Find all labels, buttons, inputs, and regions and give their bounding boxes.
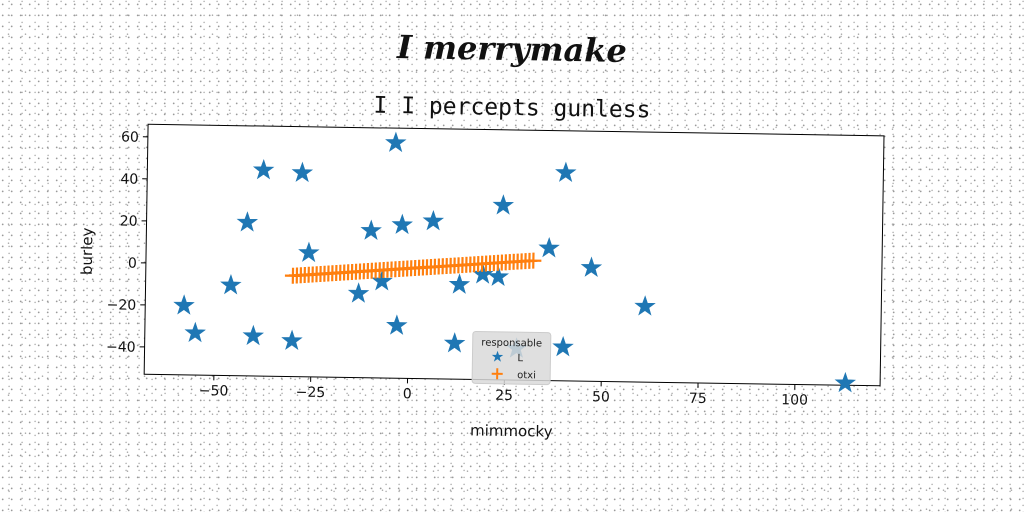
y-tick-label: −40 [106,339,136,355]
star-point [173,294,195,315]
x-tick-label: 100 [781,392,808,408]
x-tick-label: 0 [403,386,412,402]
star-point [347,282,370,303]
y-tick-label: −20 [107,297,137,313]
x-axis-label: mimmocky [470,421,553,440]
star-point [291,161,314,183]
x-tick-label: −25 [296,385,326,401]
star-point [220,273,242,295]
x-tick-label: 50 [592,389,610,405]
legend-plus-icon [491,368,503,380]
star-point [298,241,320,263]
star-point [184,321,206,343]
star-point [242,324,265,346]
star-point [538,236,560,258]
legend-title: responsable [481,338,542,350]
star-point [552,335,574,357]
x-tick-label: 25 [495,388,513,404]
legend-star-icon [491,350,504,362]
x-tick-label: 75 [689,391,707,407]
star-point [487,265,510,287]
y-tick-label: 40 [120,171,138,187]
star-point [236,211,259,232]
y-tick-label: 20 [120,213,138,229]
plot-group: −50 −25 0 25 50 75 100 −40 −20 0 20 40 60 mimmocky b… [78,123,885,441]
star-point [580,256,603,278]
star-point [391,213,413,235]
plus-point [525,252,542,269]
star-point [492,194,515,215]
star-point [385,131,407,153]
y-axis-label: burley [78,227,97,275]
legend-label: L [517,353,523,364]
star-point [360,219,382,240]
star-point [555,161,577,183]
x-tick-label: −50 [199,383,229,399]
legend-label: otxi [517,370,536,381]
star-point [834,371,857,393]
data-marks [173,131,857,393]
star-point [386,314,408,335]
y-tick-label: 0 [128,256,137,272]
star-point [443,332,466,353]
star-point [252,158,275,180]
star-point [634,295,656,316]
y-tick-label: 60 [121,129,139,145]
star-point [448,273,471,294]
legend-box [471,330,552,386]
star-point [422,209,445,231]
star-point [281,329,303,351]
axis-ticks: −50 −25 0 25 50 75 100 −40 −20 0 20 40 60 [106,129,808,408]
